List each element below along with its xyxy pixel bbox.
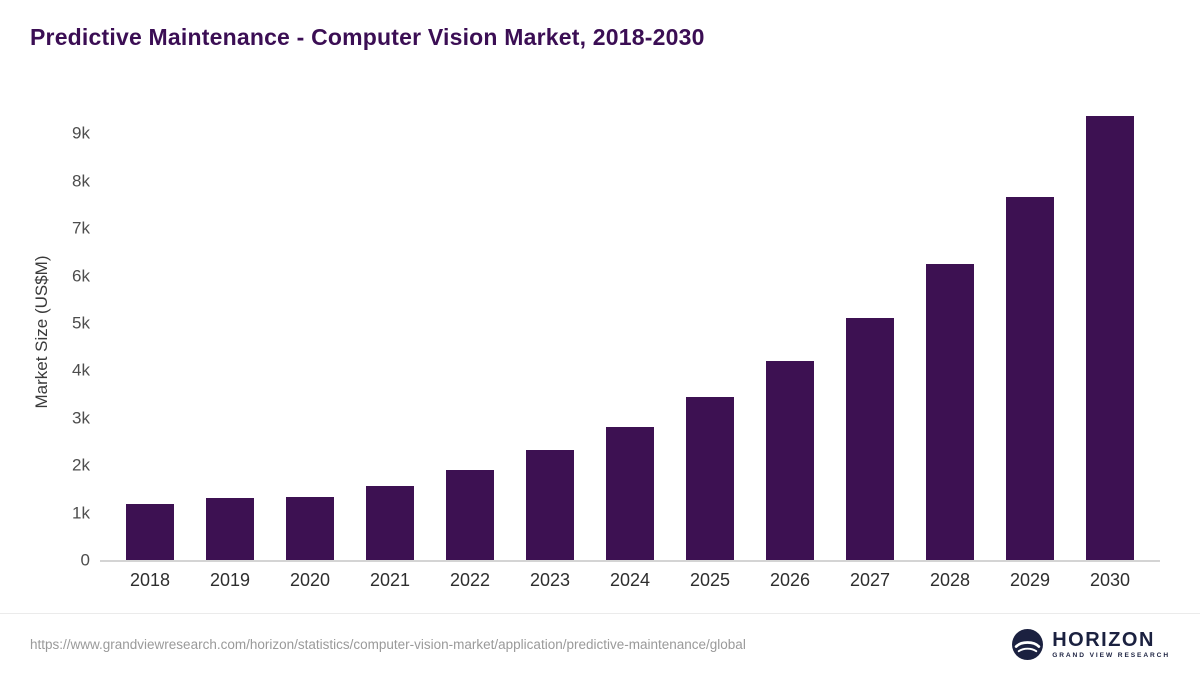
y-tick-label-3k: 3k <box>72 408 90 428</box>
x-tick-label-2024: 2024 <box>609 570 651 590</box>
y-tick-label-9k: 9k <box>72 123 90 143</box>
bar-column-2030 <box>1070 105 1150 560</box>
bar-2018 <box>126 503 174 560</box>
bar-column-2028 <box>910 105 990 560</box>
y-tick-label-6k: 6k <box>72 266 90 286</box>
bar-column-2029 <box>990 105 1070 560</box>
x-tick-label-2026: 2026 <box>769 570 811 590</box>
bar-column-2024 <box>590 105 670 560</box>
x-tick-label-2029: 2029 <box>1009 570 1051 590</box>
bar-2019 <box>206 497 254 560</box>
y-tick-label-7k: 7k <box>72 218 90 238</box>
brand-logo: HORIZON GRAND VIEW RESEARCH <box>1012 629 1170 660</box>
bar-2030 <box>1086 115 1134 560</box>
bar-2020 <box>286 496 334 560</box>
y-tick-label-1k: 1k <box>72 503 90 523</box>
logo-title: HORIZON <box>1052 628 1155 651</box>
bar-2024 <box>606 427 654 560</box>
chart-title: Predictive Maintenance - Computer Vision… <box>30 24 705 50</box>
logo-text-block: HORIZON GRAND VIEW RESEARCH <box>1052 630 1170 660</box>
bar-2026 <box>766 360 814 560</box>
bar-2027 <box>846 318 894 560</box>
bar-column-2018 <box>110 105 190 560</box>
plot-area <box>100 105 1160 562</box>
x-tick-label-2025: 2025 <box>689 570 731 590</box>
x-tick-label-2021: 2021 <box>369 570 411 590</box>
y-tick-label-4k: 4k <box>72 360 90 380</box>
source-url: https://www.grandviewresearch.com/horizo… <box>30 637 746 652</box>
y-tick-label-2k: 2k <box>72 455 90 475</box>
bar-column-2026 <box>750 105 830 560</box>
x-tick-label-2018: 2018 <box>129 570 171 590</box>
bar-2025 <box>686 396 734 560</box>
x-tick-label-2023: 2023 <box>529 570 571 590</box>
x-tick-label-2019: 2019 <box>209 570 251 590</box>
bars <box>100 105 1160 560</box>
x-tick-label-2030: 2030 <box>1089 570 1131 590</box>
bar-2028 <box>926 263 974 560</box>
y-tick-label-5k: 5k <box>72 313 90 333</box>
footer: https://www.grandviewresearch.com/horizo… <box>0 613 1200 675</box>
bar-2021 <box>366 486 414 560</box>
bar-2029 <box>1006 197 1054 560</box>
bar-column-2019 <box>190 105 270 560</box>
bar-2022 <box>446 469 494 560</box>
y-axis-ticks: 0 1k 2k 3k 4k 5k 6k 7k 8k 9k <box>0 105 90 569</box>
bar-column-2021 <box>350 105 430 560</box>
x-tick-label-2027: 2027 <box>849 570 891 590</box>
bar-column-2027 <box>830 105 910 560</box>
y-tick-label-8k: 8k <box>72 171 90 191</box>
x-tick-label-2020: 2020 <box>289 570 331 590</box>
logo-subtitle: GRAND VIEW RESEARCH <box>1052 651 1170 659</box>
y-tick-label-0: 0 <box>80 550 90 570</box>
x-axis-labels: 2018 2019 2020 2021 2022 2023 2024 2025 2026 2027… <box>100 570 1160 591</box>
bar-column-2025 <box>670 105 750 560</box>
bar-column-2022 <box>430 105 510 560</box>
bar-2023 <box>526 449 574 560</box>
bar-column-2023 <box>510 105 590 560</box>
horizon-globe-icon <box>1012 629 1044 660</box>
x-tick-label-2022: 2022 <box>449 570 491 590</box>
x-tick-label-2028: 2028 <box>929 570 971 590</box>
bar-column-2020 <box>270 105 350 560</box>
